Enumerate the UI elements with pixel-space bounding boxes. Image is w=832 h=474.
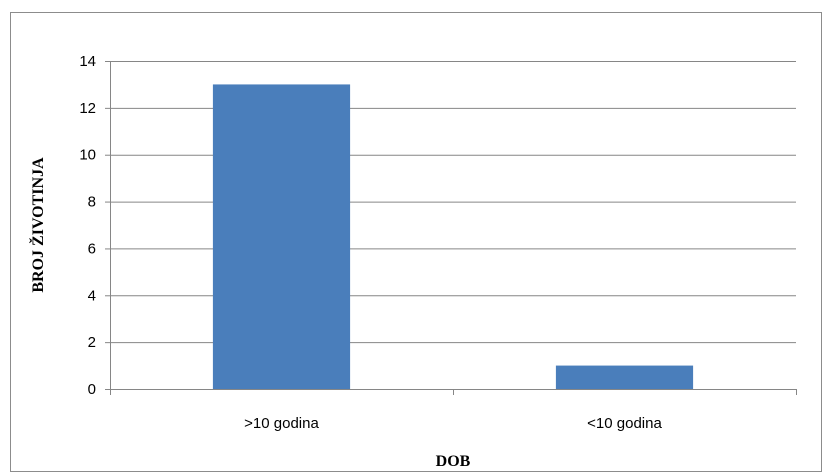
y-tick-label: 12 [79, 100, 96, 117]
y-tick-label: 14 [79, 53, 96, 70]
bars [212, 84, 694, 389]
labels: 0 2 4 6 8 10 12 14 >10 godina <10 godina [79, 53, 662, 432]
chart-frame [10, 12, 822, 472]
axes [105, 61, 797, 395]
y-tick-label: 10 [79, 147, 96, 164]
y-tick-label: 2 [88, 334, 96, 351]
y-axis-title: BROJ ŽIVOTINJA [28, 157, 47, 293]
y-tick-label: 6 [88, 240, 96, 257]
x-category-label: >10 godina [244, 415, 319, 432]
x-category-label: <10 godina [587, 415, 662, 432]
y-tick-label: 8 [88, 194, 96, 211]
x-axis-title: DOB [436, 453, 471, 470]
y-tick-label: 4 [88, 287, 96, 304]
y-tick-label: 0 [88, 381, 96, 398]
bar [212, 84, 351, 389]
bar [555, 365, 694, 389]
